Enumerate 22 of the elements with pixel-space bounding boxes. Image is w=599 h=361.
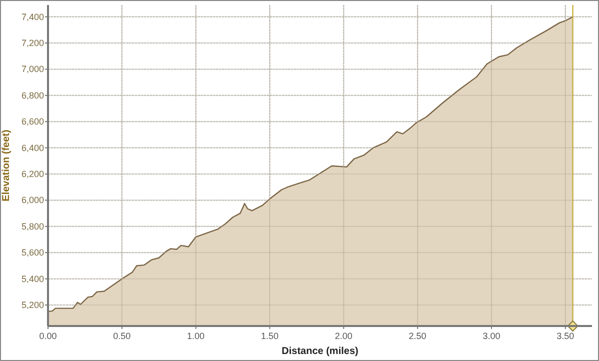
y-tick-label: 5,400 [21,274,44,284]
y-tick-label: 7,200 [21,38,44,48]
y-tick-label: 6,000 [21,195,44,206]
x-tick-label: 1.50 [260,331,279,341]
x-tick-label: 3.00 [482,331,500,341]
y-tick-label: 6,200 [21,169,44,180]
x-tick-label: 2.50 [408,331,426,341]
y-tick-label: 7,000 [21,64,44,74]
x-axis-title: Distance (miles) [282,346,358,357]
y-tick-label: 6,800 [21,90,44,100]
y-tick-label: 6,400 [21,142,44,153]
y-tick-label: 6,600 [21,116,44,127]
y-tick-label: 5,600 [21,248,44,258]
x-tick-label: 0.00 [39,331,57,341]
x-tick-label: 1.00 [187,331,205,341]
y-axis-title: Elevation (feet) [1,130,12,202]
y-tick-label: 5,200 [21,300,44,310]
y-tick-label: 5,800 [21,221,44,232]
x-tick-label: 3.50 [556,331,574,341]
y-tick-label: 7,400 [21,12,44,22]
x-tick-label: 2.00 [334,331,352,341]
x-tick-label: 0.50 [113,331,131,341]
